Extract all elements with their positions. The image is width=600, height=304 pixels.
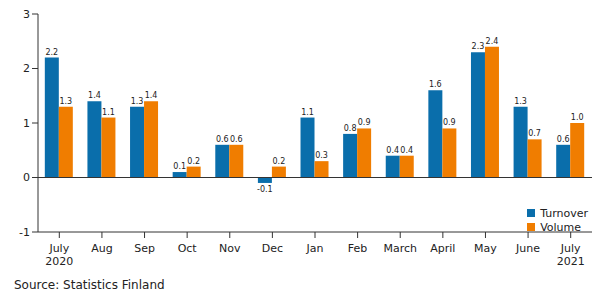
- svg-text:July2020: July2020: [45, 242, 73, 268]
- svg-text:1.3: 1.3: [514, 97, 527, 106]
- svg-text:1.4: 1.4: [88, 91, 101, 100]
- svg-text:Nov: Nov: [219, 242, 241, 255]
- svg-text:0.4: 0.4: [400, 146, 413, 155]
- svg-text:2.2: 2.2: [45, 48, 58, 57]
- svg-text:1.3: 1.3: [131, 97, 144, 106]
- svg-text:0.6: 0.6: [557, 135, 570, 144]
- svg-text:2.3: 2.3: [472, 42, 485, 51]
- svg-text:0.4: 0.4: [386, 146, 399, 155]
- svg-text:0.2: 0.2: [187, 157, 200, 166]
- svg-text:0.9: 0.9: [358, 118, 371, 127]
- svg-text:1.0: 1.0: [571, 113, 584, 122]
- html-text:Volume: Volume: [540, 220, 582, 234]
- svg-text:0.9: 0.9: [443, 118, 456, 127]
- svg-text:1.3: 1.3: [59, 97, 72, 106]
- svg-text:0.6: 0.6: [216, 135, 229, 144]
- svg-text:3: 3: [23, 8, 30, 21]
- svg-text:0.6: 0.6: [230, 135, 243, 144]
- svg-text:Jan: Jan: [306, 242, 324, 255]
- svg-text:June: June: [515, 242, 540, 255]
- svg-text:0.3: 0.3: [315, 151, 328, 160]
- svg-text:0: 0: [23, 171, 30, 184]
- svg-text:0.1: 0.1: [173, 162, 186, 171]
- svg-text:0.2: 0.2: [273, 157, 286, 166]
- svg-text:-0.1: -0.1: [257, 185, 273, 194]
- svg-text:2.4: 2.4: [486, 37, 499, 46]
- svg-text:2: 2: [23, 62, 30, 75]
- svg-text:0.8: 0.8: [344, 124, 357, 133]
- svg-text:March: March: [383, 242, 417, 255]
- svg-text:July2021: July2021: [557, 242, 585, 268]
- svg-text:April: April: [430, 242, 455, 255]
- svg-text:Dec: Dec: [262, 242, 283, 255]
- svg-text:Feb: Feb: [348, 242, 367, 255]
- svg-text:Sep: Sep: [134, 242, 155, 255]
- svg-text:1: 1: [23, 117, 30, 130]
- svg-text:1.4: 1.4: [145, 91, 158, 100]
- svg-text:Aug: Aug: [91, 242, 112, 255]
- svg-text:Oct: Oct: [178, 242, 198, 255]
- svg-text:-1: -1: [19, 226, 30, 239]
- html-text:Turnover: Turnover: [540, 206, 588, 220]
- svg-text:May: May: [474, 242, 497, 255]
- svg-text:1.1: 1.1: [301, 108, 314, 117]
- svg-text:1.1: 1.1: [102, 108, 115, 117]
- html-text:Source: Statistics Finland: Source: Statistics Finland: [14, 278, 165, 292]
- svg-text:0.7: 0.7: [528, 129, 541, 138]
- svg-text:1.6: 1.6: [429, 80, 442, 89]
